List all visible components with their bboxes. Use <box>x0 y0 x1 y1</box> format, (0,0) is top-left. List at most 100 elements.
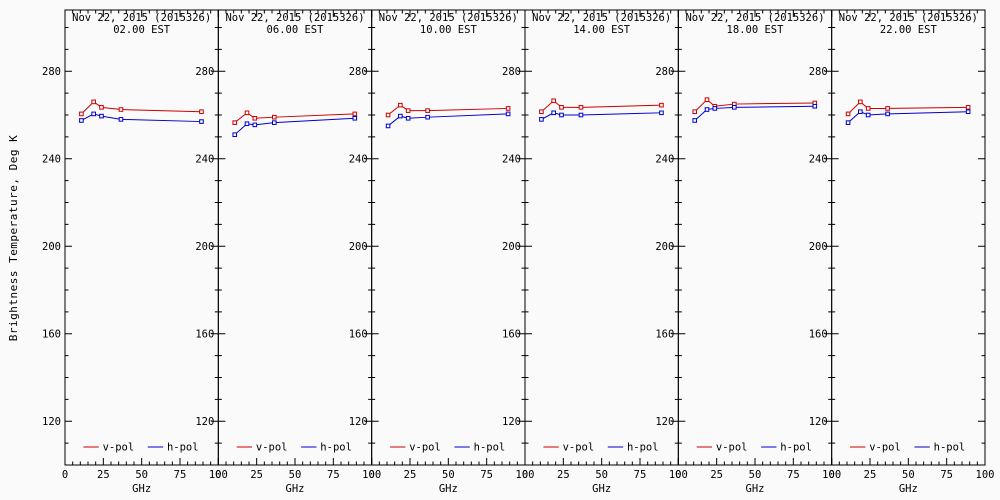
marker-v-pol <box>405 108 411 113</box>
marker-v-pol <box>232 120 238 125</box>
marker-v-pol <box>845 111 851 117</box>
y-tick-label: 240 <box>42 153 61 165</box>
axes-box <box>217 9 373 466</box>
panel-subtitle: 18.00 EST <box>727 24 785 36</box>
y-tick-label: 240 <box>655 153 674 165</box>
marker-v-pol <box>385 112 391 118</box>
x-tick-label: 25 <box>710 469 723 481</box>
marker-v-pol <box>398 102 403 108</box>
y-tick-label: 120 <box>195 416 214 428</box>
y-tick-label: 280 <box>42 66 61 78</box>
x-tick-label: 0 <box>675 469 681 481</box>
panel-title: Nov 22, 2015 (2015326) <box>839 12 978 24</box>
y-tick-label: 240 <box>195 153 214 165</box>
axes-box <box>371 9 526 466</box>
x-tick-label: 100 <box>669 469 688 481</box>
x-axis-label: GHz <box>746 483 765 495</box>
marker-v-pol <box>965 105 971 110</box>
legend-label-v-pol: v-pol <box>869 442 901 454</box>
axes-box <box>677 9 833 466</box>
panel-1: 120 160 200 240 280 0 25 50 75 100 Nov 22, 2015 (2… <box>42 9 228 495</box>
marker-h-pol <box>858 109 863 115</box>
panel-title: Nov 22, 2015 (2015326) <box>532 12 671 24</box>
y-tick-label: 280 <box>349 66 368 78</box>
marker-v-pol <box>692 109 698 115</box>
y-tick-label: 240 <box>502 153 521 165</box>
y-tick-label: 120 <box>502 416 521 428</box>
marker-h-pol <box>732 105 737 110</box>
panel-title: Nov 22, 2015 (2015326) <box>225 12 364 24</box>
marker-h-pol <box>578 112 584 118</box>
x-tick-label: 75 <box>787 469 800 481</box>
marker-h-pol <box>712 106 718 111</box>
x-tick-label: 0 <box>522 469 528 481</box>
marker-h-pol <box>551 110 556 116</box>
marker-h-pol <box>385 123 391 129</box>
x-tick-label: 25 <box>557 469 570 481</box>
marker-v-pol <box>352 111 358 117</box>
legend-label-v-pol: v-pol <box>716 442 748 454</box>
marker-h-pol <box>118 117 124 122</box>
y-tick-label: 280 <box>655 66 674 78</box>
x-tick-label: 0 <box>215 469 221 481</box>
panel-subtitle: 14.00 EST <box>573 24 631 36</box>
y-tick-label: 200 <box>349 241 368 253</box>
marker-v-pol <box>559 105 564 110</box>
legend-label-v-pol: v-pol <box>103 442 135 454</box>
y-tick-label: 160 <box>809 328 828 340</box>
y-tick-label: 160 <box>502 328 521 340</box>
marker-v-pol <box>659 102 664 108</box>
marker-h-pol <box>199 119 204 124</box>
y-tick-label: 160 <box>349 328 368 340</box>
y-tick-label: 200 <box>42 241 61 253</box>
x-tick-label: 100 <box>516 469 535 481</box>
legend-label-h-pol: h-pol <box>780 442 812 454</box>
panel-subtitle: 10.00 EST <box>420 24 478 36</box>
panel-subtitle: 22.00 EST <box>880 24 938 36</box>
y-tick-label: 120 <box>809 416 828 428</box>
marker-v-pol <box>118 107 124 112</box>
marker-h-pol <box>425 114 430 120</box>
axes-box <box>831 9 986 466</box>
y-tick-label: 200 <box>195 241 214 253</box>
panel-5: 120 160 200 240 280 0 25 50 75 100 Nov 22, 2015 (2… <box>655 9 841 495</box>
x-axis-label: GHz <box>592 483 611 495</box>
x-axis-label: GHz <box>439 483 458 495</box>
x-axis-label: GHz <box>286 483 305 495</box>
marker-v-pol <box>425 108 430 113</box>
y-tick-label: 240 <box>349 153 368 165</box>
marker-v-pol <box>858 99 863 105</box>
y-tick-label: 200 <box>655 241 674 253</box>
x-axis-label: GHz <box>132 483 151 495</box>
x-tick-label: 0 <box>369 469 375 481</box>
x-tick-label: 75 <box>174 469 187 481</box>
marker-v-pol <box>885 106 890 111</box>
x-tick-label: 25 <box>97 469 110 481</box>
legend-label-h-pol: h-pol <box>627 442 659 454</box>
marker-v-pol <box>505 106 511 111</box>
x-tick-label: 75 <box>480 469 493 481</box>
y-tick-label: 160 <box>195 328 214 340</box>
axes-box <box>524 9 679 466</box>
y-tick-label: 160 <box>655 328 674 340</box>
panel-6: 120 160 200 240 280 0 25 50 75 100 Nov 22, 2015 (2… <box>809 9 994 495</box>
marker-v-pol <box>865 106 871 111</box>
panel-2: 120 160 200 240 280 0 25 50 75 100 Nov 22, 2015 (2… <box>195 9 381 495</box>
y-tick-label: 280 <box>502 66 521 78</box>
marker-v-pol <box>79 111 84 117</box>
marker-h-pol <box>559 112 564 118</box>
marker-h-pol <box>965 109 971 115</box>
legend-label-v-pol: v-pol <box>256 442 288 454</box>
marker-h-pol <box>865 112 871 118</box>
marker-v-pol <box>539 109 544 115</box>
y-tick-label: 120 <box>349 416 368 428</box>
x-tick-label: 50 <box>135 469 148 481</box>
marker-v-pol <box>272 114 277 120</box>
x-tick-label: 75 <box>327 469 340 481</box>
marker-h-pol <box>505 111 511 117</box>
marker-h-pol <box>845 120 851 125</box>
marker-h-pol <box>692 118 698 123</box>
marker-h-pol <box>352 115 358 121</box>
x-tick-label: 50 <box>289 469 302 481</box>
